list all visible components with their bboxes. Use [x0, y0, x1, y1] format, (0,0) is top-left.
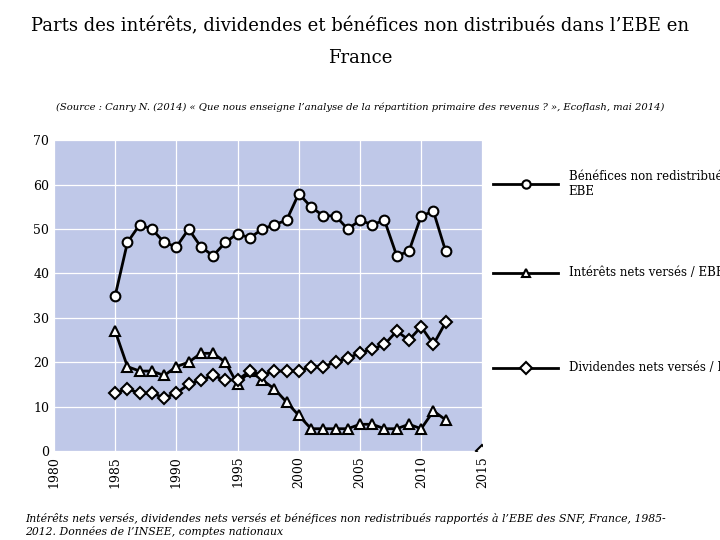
Bénéfices non redistribués /
EBE — [343, 226, 352, 232]
Text: France: France — [328, 49, 392, 68]
Bénéfices non redistribués /
EBE — [319, 213, 328, 219]
Bénéfices non redistribués /
EBE — [270, 221, 279, 228]
Intérêts nets versés / EBE — [380, 426, 389, 432]
Bénéfices non redistribués /
EBE — [209, 253, 217, 259]
Intérêts nets versés / EBE — [441, 417, 450, 423]
Dividendes nets versés / EBE — [160, 394, 168, 401]
Intérêts nets versés / EBE — [233, 381, 242, 388]
Bénéfices non redistribués /
EBE — [429, 208, 438, 214]
Intérêts nets versés / EBE — [294, 412, 303, 418]
Bénéfices non redistribués /
EBE — [282, 217, 291, 224]
Line: Intérêts nets versés / EBE: Intérêts nets versés / EBE — [110, 326, 451, 434]
Dividendes nets versés / EBE — [294, 368, 303, 374]
Dividendes nets versés / EBE — [148, 390, 156, 396]
Intérêts nets versés / EBE — [258, 377, 266, 383]
Bénéfices non redistribués /
EBE — [221, 239, 230, 246]
Bénéfices non redistribués /
EBE — [135, 221, 144, 228]
Intérêts nets versés / EBE — [184, 359, 193, 366]
Intérêts nets versés / EBE — [343, 426, 352, 432]
Bénéfices non redistribués /
EBE — [294, 191, 303, 197]
Bénéfices non redistribués /
EBE — [172, 244, 181, 250]
Dividendes nets versés / EBE — [319, 363, 328, 370]
Intérêts nets versés / EBE — [392, 426, 401, 432]
Text: (Source : Canry N. (2014) « Que nous enseigne l’analyse de la répartition primai: (Source : Canry N. (2014) « Que nous ens… — [56, 103, 664, 112]
Bénéfices non redistribués /
EBE — [368, 221, 377, 228]
Dividendes nets versés / EBE — [197, 377, 205, 383]
Intérêts nets versés / EBE — [111, 328, 120, 334]
Text: Parts des intérêts, dividendes et bénéfices non distribués dans l’EBE en: Parts des intérêts, dividendes et bénéfi… — [31, 17, 689, 35]
Dividendes nets versés / EBE — [111, 390, 120, 396]
Dividendes nets versés / EBE — [233, 377, 242, 383]
Bénéfices non redistribués /
EBE — [123, 239, 132, 246]
Dividendes nets versés / EBE — [343, 354, 352, 361]
Intérêts nets versés / EBE — [221, 359, 230, 366]
Intérêts nets versés / EBE — [356, 421, 364, 428]
Bénéfices non redistribués /
EBE — [111, 292, 120, 299]
Intérêts nets versés / EBE — [417, 426, 426, 432]
Dividendes nets versés / EBE — [356, 350, 364, 356]
Intérêts nets versés / EBE — [135, 368, 144, 374]
Intérêts nets versés / EBE — [123, 363, 132, 370]
Intérêts nets versés / EBE — [405, 421, 413, 428]
Bénéfices non redistribués /
EBE — [331, 213, 340, 219]
Bénéfices non redistribués /
EBE — [356, 217, 364, 224]
Text: Intérêts nets versés / EBE: Intérêts nets versés / EBE — [569, 266, 720, 279]
Intérêts nets versés / EBE — [246, 368, 254, 374]
Dividendes nets versés / EBE — [184, 381, 193, 388]
Intérêts nets versés / EBE — [282, 399, 291, 406]
Dividendes nets versés / EBE — [331, 359, 340, 366]
Dividendes nets versés / EBE — [405, 337, 413, 343]
Dividendes nets versés / EBE — [307, 363, 315, 370]
Intérêts nets versés / EBE — [270, 386, 279, 392]
Dividendes nets versés / EBE — [172, 390, 181, 396]
Dividendes nets versés / EBE — [258, 372, 266, 379]
Dividendes nets versés / EBE — [417, 323, 426, 330]
Bénéfices non redistribués /
EBE — [258, 226, 266, 232]
Dividendes nets versés / EBE — [368, 346, 377, 352]
Bénéfices non redistribués /
EBE — [392, 253, 401, 259]
Intérêts nets versés / EBE — [197, 350, 205, 356]
Dividendes nets versés / EBE — [392, 328, 401, 334]
Bénéfices non redistribués /
EBE — [197, 244, 205, 250]
Intérêts nets versés / EBE — [368, 421, 377, 428]
Intérêts nets versés / EBE — [148, 368, 156, 374]
Intérêts nets versés / EBE — [209, 350, 217, 356]
Dividendes nets versés / EBE — [246, 368, 254, 374]
Text: Intérêts nets versés, dividendes nets versés et bénéfices non redistribués rappo: Intérêts nets versés, dividendes nets ve… — [25, 514, 666, 537]
Bénéfices non redistribués /
EBE — [233, 230, 242, 237]
Dividendes nets versés / EBE — [429, 341, 438, 348]
Bénéfices non redistribués /
EBE — [307, 204, 315, 210]
Text: Dividendes nets versés / EBE: Dividendes nets versés / EBE — [569, 361, 720, 374]
Dividendes nets versés / EBE — [221, 377, 230, 383]
Line: Dividendes nets versés / EBE: Dividendes nets versés / EBE — [111, 318, 450, 402]
Line: Bénéfices non redistribués /
EBE: Bénéfices non redistribués / EBE — [110, 189, 451, 301]
Bénéfices non redistribués /
EBE — [160, 239, 168, 246]
Text: Bénéfices non redistribués /
EBE: Bénéfices non redistribués / EBE — [569, 170, 720, 198]
Bénéfices non redistribués /
EBE — [417, 213, 426, 219]
Dividendes nets versés / EBE — [123, 386, 132, 392]
Bénéfices non redistribués /
EBE — [148, 226, 156, 232]
Dividendes nets versés / EBE — [380, 341, 389, 348]
Bénéfices non redistribués /
EBE — [184, 226, 193, 232]
Intérêts nets versés / EBE — [307, 426, 315, 432]
Bénéfices non redistribués /
EBE — [441, 248, 450, 254]
Dividendes nets versés / EBE — [282, 368, 291, 374]
Intérêts nets versés / EBE — [319, 426, 328, 432]
Bénéfices non redistribués /
EBE — [380, 217, 389, 224]
Bénéfices non redistribués /
EBE — [246, 235, 254, 241]
Intérêts nets versés / EBE — [429, 408, 438, 414]
Bénéfices non redistribués /
EBE — [405, 248, 413, 254]
Intérêts nets versés / EBE — [160, 372, 168, 379]
Dividendes nets versés / EBE — [135, 390, 144, 396]
Intérêts nets versés / EBE — [331, 426, 340, 432]
Intérêts nets versés / EBE — [172, 363, 181, 370]
Dividendes nets versés / EBE — [441, 319, 450, 326]
Dividendes nets versés / EBE — [270, 368, 279, 374]
Dividendes nets versés / EBE — [209, 372, 217, 379]
